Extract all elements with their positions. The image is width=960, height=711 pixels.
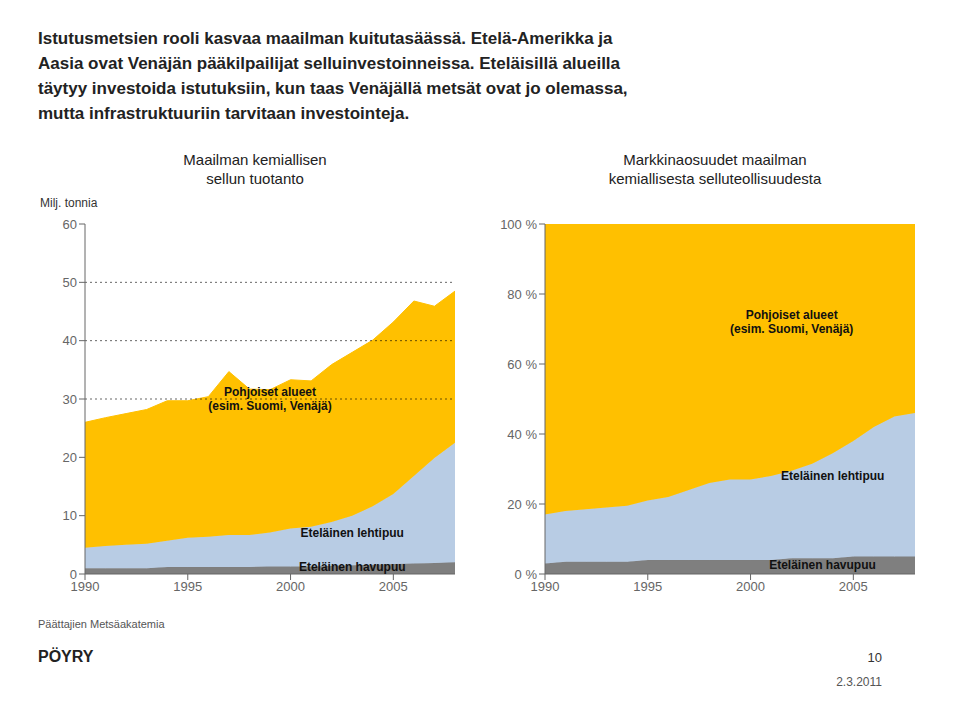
svg-text:2005: 2005: [379, 579, 408, 594]
svg-text:100 %: 100 %: [500, 217, 537, 232]
svg-text:1990: 1990: [530, 579, 560, 595]
svg-text:Pohjoiset alueet(esim. Suomi,: Pohjoiset alueet(esim. Suomi, Venäjä): [730, 308, 853, 336]
svg-text:50: 50: [63, 275, 77, 290]
svg-text:2005: 2005: [839, 579, 868, 594]
html-text:2.3.2011: 2.3.2011: [836, 675, 882, 689]
html-text:10: 10: [867, 650, 882, 665]
svg-text:Pohjoiset alueet(esim. Suomi,: Pohjoiset alueet(esim. Suomi, Venäjä): [208, 385, 331, 413]
svg-text:40: 40: [63, 333, 77, 348]
svg-text:60: 60: [63, 217, 77, 232]
svg-text:Eteläinen lehtipuu: Eteläinen lehtipuu: [781, 469, 884, 483]
svg-text:1995: 1995: [633, 579, 662, 594]
svg-text:80 %: 80 %: [507, 287, 537, 302]
html-text:Päättajien Metsäakatemia: Päättajien Metsäakatemia: [38, 618, 165, 630]
html-text:Istutusmetsien rooli kasvaa ma: Istutusmetsien rooli kasvaa maailman kui…: [38, 29, 628, 123]
svg-text:40 %: 40 %: [507, 427, 537, 442]
svg-text:0 %: 0 %: [515, 567, 538, 582]
svg-text:0: 0: [70, 567, 77, 582]
html-text:Milj. tonnia: Milj. tonnia: [40, 196, 98, 210]
svg-text:20: 20: [63, 450, 77, 465]
html-text:Maailman kemiallisen sellun tu: Maailman kemiallisen sellun tuotanto: [183, 151, 327, 187]
html-text:PÖYRY: PÖYRY: [38, 648, 94, 665]
svg-text:1990: 1990: [70, 579, 100, 595]
svg-text:1995: 1995: [173, 579, 202, 594]
svg-text:Eteläinen havupuu: Eteläinen havupuu: [769, 558, 876, 572]
svg-text:2000: 2000: [276, 579, 305, 594]
svg-text:Eteläinen havupuu: Eteläinen havupuu: [299, 560, 406, 574]
svg-text:60 %: 60 %: [507, 357, 537, 372]
svg-text:30: 30: [63, 392, 77, 407]
svg-text:Eteläinen lehtipuu: Eteläinen lehtipuu: [301, 526, 404, 540]
svg-text:10: 10: [63, 508, 77, 523]
svg-text:2000: 2000: [736, 579, 765, 594]
html-text:Markkinaosuudet maailman kemia: Markkinaosuudet maailman kemiallisesta s…: [608, 151, 822, 187]
svg-text:20 %: 20 %: [507, 497, 537, 512]
